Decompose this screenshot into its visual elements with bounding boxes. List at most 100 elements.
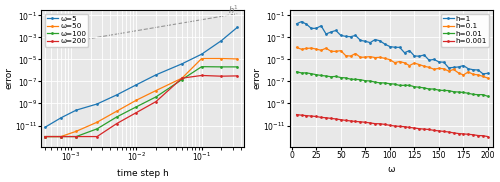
h=0.1 [358, 56, 364, 58]
h=1 [304, 23, 310, 25]
h=0.01 [485, 95, 491, 98]
h=0.1 [333, 50, 339, 52]
ω=5 [42, 126, 48, 128]
ω=50 [153, 89, 159, 92]
h=1 [416, 55, 422, 57]
Text: $h^1$: $h^1$ [228, 4, 239, 16]
ω=100 [153, 96, 159, 98]
ω=100 [198, 66, 204, 68]
h=0.1 [377, 56, 383, 58]
h=0.1 [441, 68, 447, 70]
h=1 [358, 39, 364, 41]
h=0.1 [348, 55, 354, 57]
h=0.001 [348, 120, 354, 122]
h=1 [352, 34, 358, 37]
h=0.1 [436, 67, 442, 69]
h=1 [402, 52, 407, 54]
h=0.01 [460, 91, 466, 94]
h=0.01 [480, 94, 486, 96]
h=1 [298, 21, 304, 23]
h=0.01 [456, 91, 462, 93]
ω=100 [58, 135, 64, 138]
ω=5 [94, 103, 100, 105]
h=0.01 [304, 72, 310, 74]
Line: h=1: h=1 [295, 20, 490, 75]
h=0.1 [367, 56, 373, 58]
ω=50 [234, 58, 240, 60]
ω=50 [42, 135, 48, 138]
h=0.01 [402, 84, 407, 86]
h=1 [362, 40, 368, 42]
h=0.001 [372, 122, 378, 125]
Line: h=0.01: h=0.01 [295, 70, 490, 98]
ω=200 [218, 75, 224, 77]
h=0.001 [342, 119, 348, 121]
h=0.01 [421, 87, 427, 89]
ω=50 [73, 130, 79, 132]
h=0.01 [426, 88, 432, 90]
ω=100 [94, 128, 100, 130]
ω=100 [114, 116, 119, 118]
h=1 [480, 73, 486, 75]
h=0.01 [348, 78, 354, 80]
h=0.01 [396, 84, 402, 86]
h=0.001 [421, 128, 427, 130]
ω=5 [153, 74, 159, 76]
h=0.01 [308, 73, 314, 75]
h=1 [441, 61, 447, 63]
h=0.001 [318, 116, 324, 118]
h=1 [318, 25, 324, 27]
ω=200 [179, 77, 185, 79]
h=1 [396, 46, 402, 48]
h=0.001 [441, 130, 447, 132]
h=0.1 [342, 55, 348, 57]
ω=200 [42, 135, 48, 138]
h=0.001 [392, 125, 398, 127]
ω=50 [218, 58, 224, 60]
Line: ω=100: ω=100 [44, 65, 238, 138]
Line: h=0.001: h=0.001 [295, 113, 490, 138]
h=0.01 [352, 78, 358, 80]
h=0.1 [426, 66, 432, 68]
h=0.001 [416, 128, 422, 130]
ω=200 [58, 135, 64, 138]
h=0.1 [460, 74, 466, 76]
h=0.001 [382, 123, 388, 126]
Line: ω=5: ω=5 [44, 26, 238, 129]
h=0.001 [485, 135, 491, 138]
h=1 [294, 23, 300, 25]
ω=100 [218, 66, 224, 68]
h=0.001 [431, 129, 437, 131]
h=0.01 [298, 72, 304, 74]
h=1 [323, 33, 329, 35]
h=0.001 [362, 121, 368, 123]
h=1 [456, 66, 462, 68]
h=0.001 [298, 114, 304, 116]
h=0.001 [313, 115, 319, 118]
h=0.01 [466, 92, 471, 94]
h=0.01 [436, 89, 442, 91]
h=0.1 [421, 65, 427, 67]
h=0.001 [396, 125, 402, 127]
h=0.1 [466, 71, 471, 73]
h=1 [412, 55, 418, 57]
h=0.01 [450, 91, 456, 93]
h=0.001 [338, 119, 344, 121]
h=0.01 [406, 84, 412, 86]
h=0.01 [342, 77, 348, 79]
h=1 [333, 29, 339, 31]
h=1 [382, 43, 388, 45]
Legend: h=1, h=0.1, h=0.01, h=0.001: h=1, h=0.1, h=0.01, h=0.001 [440, 14, 489, 47]
h=1 [450, 66, 456, 68]
h=0.001 [450, 132, 456, 134]
Line: ω=200: ω=200 [44, 74, 238, 138]
h=0.001 [352, 120, 358, 122]
h=0.01 [387, 83, 393, 85]
h=1 [372, 38, 378, 41]
h=0.01 [294, 71, 300, 73]
h=1 [431, 58, 437, 60]
h=0.1 [446, 70, 452, 72]
h=0.1 [338, 50, 344, 52]
h=0.1 [294, 46, 300, 49]
h=0.001 [456, 132, 462, 135]
